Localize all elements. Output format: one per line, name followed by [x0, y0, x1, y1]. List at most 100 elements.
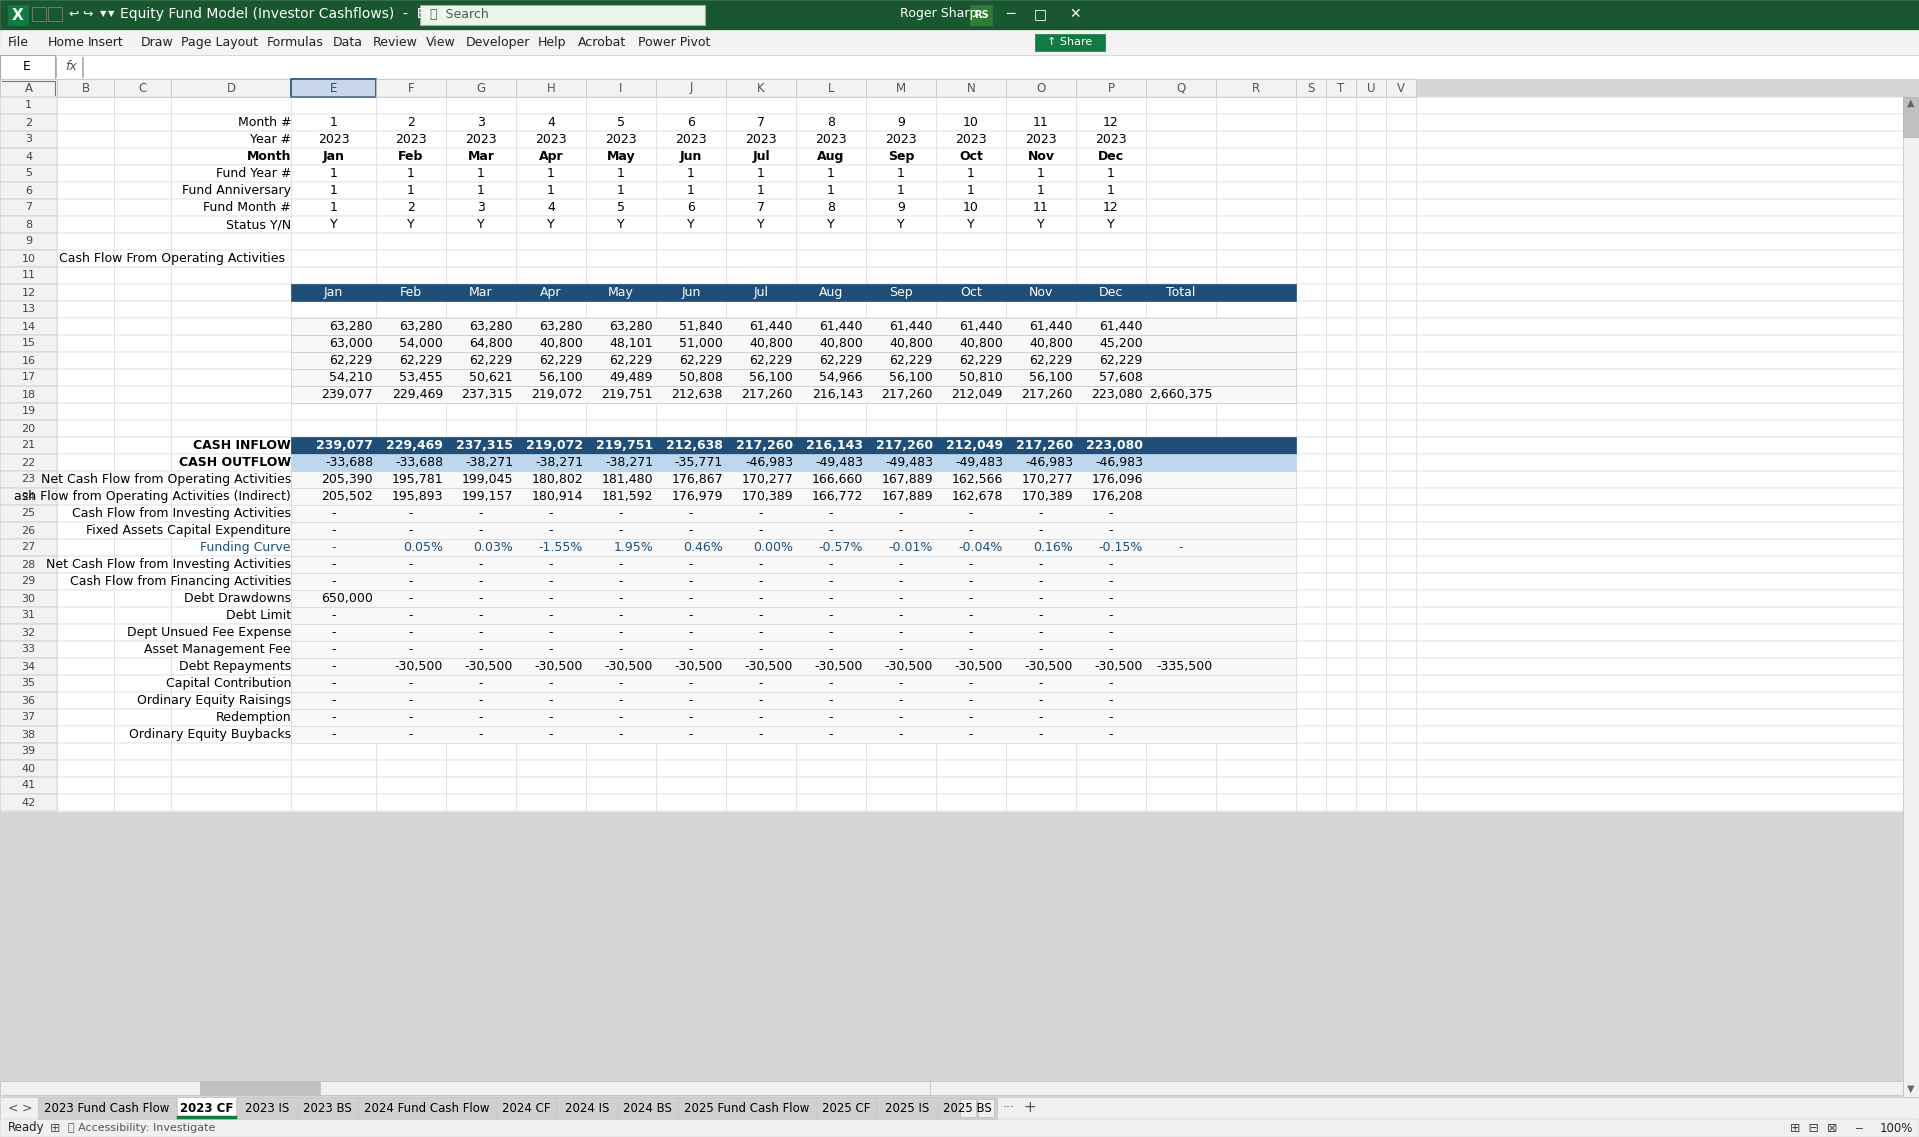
Text: Mar: Mar: [468, 287, 493, 299]
Bar: [0, 624, 58, 641]
Bar: [1326, 78, 1357, 97]
Text: 1: 1: [758, 184, 766, 197]
Text: ↩: ↩: [67, 8, 79, 20]
Bar: [0, 216, 1919, 233]
Text: -: -: [1109, 575, 1113, 588]
Text: 40,800: 40,800: [748, 337, 793, 350]
Text: -: -: [689, 558, 693, 571]
Bar: [0, 402, 58, 420]
Text: View: View: [426, 36, 455, 49]
Text: 64,800: 64,800: [470, 337, 512, 350]
Text: -: -: [478, 524, 484, 537]
Text: -: -: [758, 575, 764, 588]
Text: -: -: [1109, 609, 1113, 622]
Text: Y: Y: [547, 218, 555, 231]
Text: 170,389: 170,389: [1021, 490, 1073, 503]
Text: Cash Flow From Operating Activities: Cash Flow From Operating Activities: [59, 252, 286, 265]
Text: -: -: [618, 609, 624, 622]
Text: Nov: Nov: [1027, 150, 1055, 163]
Text: -: -: [332, 541, 336, 554]
Text: -: -: [409, 626, 413, 639]
Text: ▲: ▲: [1907, 98, 1915, 108]
Text: -: -: [409, 575, 413, 588]
Text: -: -: [1109, 677, 1113, 690]
Bar: [1357, 78, 1386, 97]
Text: -: -: [332, 659, 336, 673]
Text: -0.57%: -0.57%: [819, 541, 864, 554]
Text: -: -: [898, 677, 904, 690]
Bar: [0, 233, 1919, 250]
Text: 212,638: 212,638: [672, 388, 723, 401]
Text: -: -: [478, 592, 484, 605]
Bar: [0, 301, 58, 318]
Text: 1: 1: [25, 100, 33, 110]
Text: 62,229: 62,229: [750, 354, 793, 367]
Text: -: -: [689, 677, 693, 690]
Text: 8: 8: [827, 116, 835, 128]
Bar: [292, 335, 1295, 352]
Text: Y: Y: [758, 218, 766, 231]
Text: -46,983: -46,983: [745, 456, 793, 468]
Text: 1: 1: [967, 184, 975, 197]
Text: 62,229: 62,229: [539, 354, 583, 367]
Bar: [0, 709, 58, 727]
Text: 2023: 2023: [816, 133, 846, 146]
Text: X: X: [12, 8, 23, 23]
Text: -: -: [898, 626, 904, 639]
Text: Total: Total: [1167, 287, 1196, 299]
Bar: [292, 318, 1295, 335]
Bar: [0, 742, 1919, 760]
Text: 63,000: 63,000: [330, 337, 372, 350]
Text: Ordinary Equity Raisings: Ordinary Equity Raisings: [136, 694, 292, 707]
Text: Nov: Nov: [1029, 287, 1054, 299]
Bar: [0, 402, 1919, 420]
Text: 2: 2: [25, 117, 33, 127]
Text: -: -: [1038, 626, 1044, 639]
Text: 1: 1: [330, 184, 338, 197]
Bar: [0, 78, 58, 97]
Bar: [0, 675, 58, 692]
Text: 199,157: 199,157: [461, 490, 512, 503]
Text: Dec: Dec: [1098, 150, 1125, 163]
Text: 6: 6: [687, 201, 695, 214]
Text: Debt Drawdowns: Debt Drawdowns: [184, 592, 292, 605]
Text: 239,077: 239,077: [317, 439, 372, 453]
Text: Month: Month: [246, 150, 292, 163]
Text: 1: 1: [1036, 184, 1046, 197]
Text: 0.05%: 0.05%: [403, 541, 443, 554]
Text: 7: 7: [25, 202, 33, 213]
Text: <: <: [8, 1102, 19, 1114]
Text: 31: 31: [21, 611, 35, 621]
Text: -: -: [829, 728, 833, 741]
Text: I: I: [620, 82, 622, 94]
Text: 29: 29: [21, 576, 36, 587]
Text: 🔍  Search: 🔍 Search: [430, 8, 489, 22]
Text: 1: 1: [758, 167, 766, 180]
Text: -: -: [549, 644, 553, 656]
Text: -: -: [898, 575, 904, 588]
Text: -: -: [1038, 524, 1044, 537]
Bar: [0, 437, 58, 454]
Text: 199,045: 199,045: [461, 473, 512, 485]
Text: T: T: [1338, 82, 1345, 94]
Text: 62,229: 62,229: [1100, 354, 1144, 367]
Text: 63,280: 63,280: [399, 319, 443, 333]
Text: 62,229: 62,229: [610, 354, 652, 367]
Bar: [0, 352, 1919, 370]
Bar: [0, 114, 1919, 131]
Text: -: -: [969, 558, 973, 571]
Text: 54,210: 54,210: [330, 371, 372, 384]
Text: 8: 8: [827, 201, 835, 214]
Text: ···: ···: [1004, 1102, 1015, 1114]
Text: -38,271: -38,271: [535, 456, 583, 468]
Text: 219,072: 219,072: [526, 439, 583, 453]
Text: -: -: [478, 728, 484, 741]
Text: Developer: Developer: [466, 36, 530, 49]
Text: Apr: Apr: [539, 150, 564, 163]
Text: -: -: [898, 728, 904, 741]
Bar: [0, 454, 58, 471]
Text: 2024 BS: 2024 BS: [624, 1102, 672, 1114]
Text: 40,800: 40,800: [888, 337, 933, 350]
Text: -30,500: -30,500: [395, 659, 443, 673]
Bar: [0, 658, 58, 675]
